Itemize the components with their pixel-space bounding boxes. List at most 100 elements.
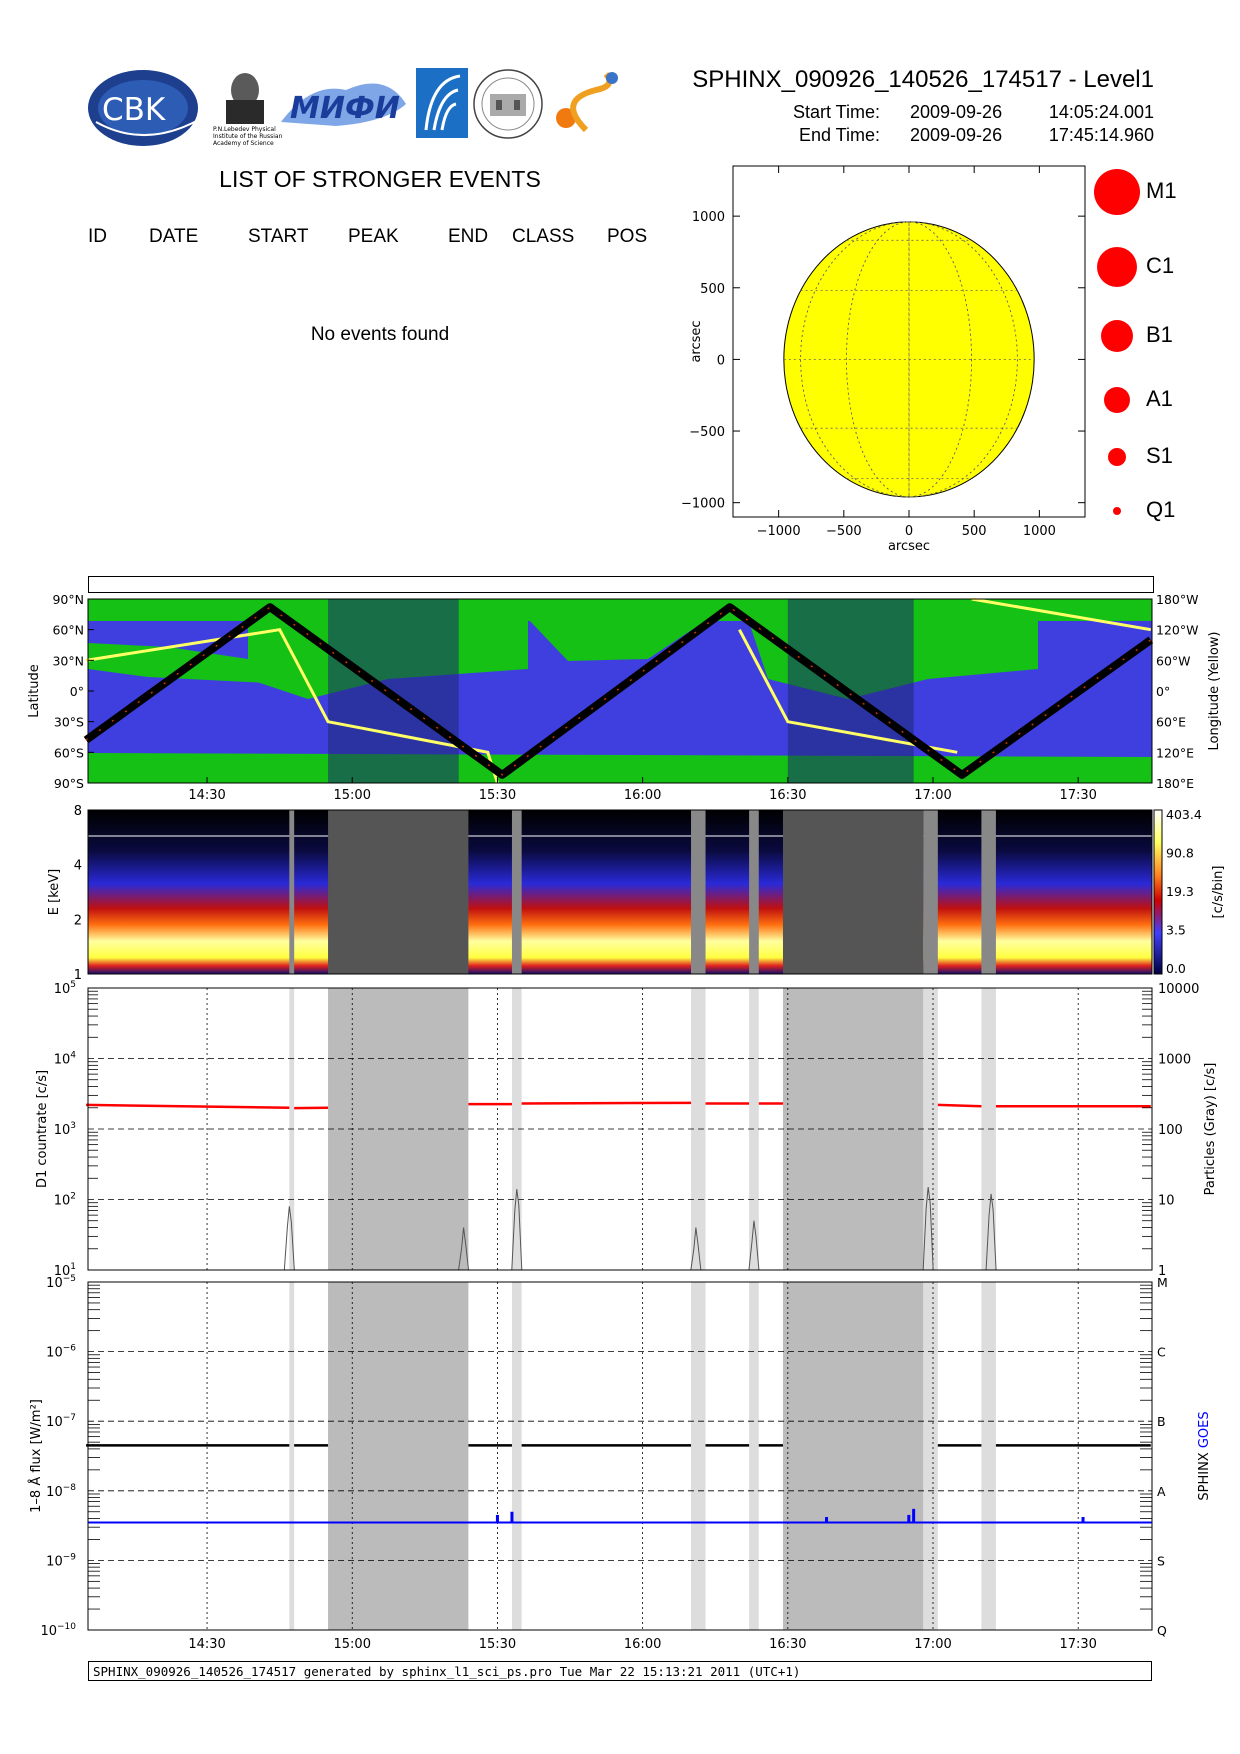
legend-dot <box>1108 448 1126 466</box>
orbit-ytick-label: 0° <box>70 684 84 699</box>
eclipse-interval <box>328 599 459 783</box>
orbit-ytick-label: 60°S <box>54 745 84 760</box>
flux-xtick-label: 15:00 <box>334 1637 371 1652</box>
end-clock: 17:45:14.960 <box>1048 125 1154 145</box>
particle-peak <box>985 1193 997 1271</box>
flux-ytick-label: 10−10 <box>40 1622 76 1639</box>
cbk-logo: CBK PAN <box>88 70 208 146</box>
disk-grid-longitude <box>800 221 1018 498</box>
end-date: 2009-09-26 <box>910 125 1003 145</box>
particle-peak <box>748 1220 760 1271</box>
flux-xtick-label: 14:30 <box>188 1637 225 1652</box>
orbit-ytick-right-label: 120°E <box>1156 745 1194 760</box>
flux-gap <box>511 1282 522 1630</box>
countrate-ytick-right-label: 100 <box>1158 1123 1183 1138</box>
spectrogram-ytick-label: 4 <box>74 859 82 874</box>
flux-goes-spike <box>912 1508 916 1523</box>
orbit-xtick-label: 17:00 <box>914 788 951 803</box>
disk-xtick-label: 1000 <box>1023 524 1056 539</box>
flux-class-label: B <box>1157 1414 1166 1429</box>
disk-ytick-label: 0 <box>717 353 725 368</box>
lab-logo <box>416 68 468 138</box>
countrate-frame <box>87 987 1153 1271</box>
flux-goes-spike <box>495 1514 499 1523</box>
disk-ytick-label: −500 <box>689 425 725 440</box>
start-clock: 14:05:24.001 <box>1048 102 1154 122</box>
cbk-logo-text: CBK <box>102 92 166 128</box>
flux-xtick-label: 17:30 <box>1059 1637 1096 1652</box>
events-title: LIST OF STRONGER EVENTS <box>219 166 541 192</box>
particle-peak <box>283 1206 295 1271</box>
particle-zone-south <box>88 763 1152 783</box>
orbit-ytick-label: 90°N <box>52 592 84 607</box>
flux-goes-spike <box>510 1511 514 1523</box>
orbit-ytick-right-label: 180°E <box>1156 776 1194 791</box>
flux-class-label: A <box>1157 1484 1166 1499</box>
disk-grid-longitude <box>846 221 972 498</box>
end-time-row: End Time: 2009-09-26 17:45:14.960 <box>700 125 1154 147</box>
countrate-ytick-label: 105 <box>54 980 76 997</box>
orbit-ylabel: Latitude <box>27 664 42 718</box>
solar-disk-chart: −1000 −500 0 500 1000 −1000 −500 0 500 1000 arcsec… <box>681 165 1086 554</box>
spectrogram-chart: 1 2 4 8 E [keV] 403.4 90.8 19.3 3.5 0.0 [c/s/bin] <box>47 804 1226 983</box>
colorbar-tick-label: 90.8 <box>1166 846 1194 861</box>
countrate-ytick-right-label: 10 <box>1158 1194 1175 1209</box>
legend-label: S1 <box>1146 443 1173 468</box>
flux-class-label: M <box>1157 1275 1168 1290</box>
orbit-ytick-label: 60°N <box>52 623 84 638</box>
orbit-xtick-label: 16:00 <box>624 788 661 803</box>
flux-class-label: Q <box>1157 1623 1167 1638</box>
legend-dot <box>1094 169 1140 215</box>
end-time-label: End Time: <box>798 125 880 145</box>
flux-gap <box>981 1282 996 1630</box>
flux-ytick-label: 10−5 <box>46 1274 76 1291</box>
spectrogram-gap <box>289 810 295 974</box>
latitude-track-dose <box>85 606 1152 776</box>
flux-goes-spike <box>1081 1517 1085 1523</box>
disk-ytick-label: 1000 <box>692 210 725 225</box>
spectrogram-field <box>88 810 1152 974</box>
spectrogram-ytick-label: 2 <box>74 913 82 928</box>
lebedev-caption-1: P.N.Lebedev Physical <box>213 126 276 133</box>
orbit-ytick-label: 30°N <box>52 653 84 668</box>
observatory-logo <box>473 69 543 139</box>
disk-xtick-label: −1000 <box>757 524 801 539</box>
spectrogram-ytick-label: 1 <box>74 968 82 983</box>
orbit-ytick-right-label: 60°E <box>1156 715 1186 730</box>
flux-ytick-label: 10−6 <box>46 1344 76 1361</box>
flux-xtick-label: 17:00 <box>914 1637 951 1652</box>
legend-dot <box>1101 320 1133 352</box>
countrate-ylabel: D1 countrate [c/s] <box>35 1070 50 1188</box>
start-time-row: Start Time: 2009-09-26 14:05:24.001 <box>700 102 1154 124</box>
disk-ylabel: arcsec <box>689 320 704 362</box>
spectrogram-gap <box>782 810 924 974</box>
colorbar-tick-label: 19.3 <box>1166 884 1194 899</box>
disk-ytick-label: 500 <box>700 282 725 297</box>
flux-gap <box>923 1282 938 1630</box>
logo-strip: CBK PAN P.N.Lebedev Physical Institute o… <box>88 68 618 147</box>
flux-xtick-label: 16:00 <box>624 1637 661 1652</box>
colorbar-label: [c/s/bin] <box>1211 866 1226 919</box>
legend-label: M1 <box>1146 178 1177 203</box>
orbit-xtick-label: 17:30 <box>1059 788 1096 803</box>
disk-ytick-label: −1000 <box>681 497 725 512</box>
legend-label: Q1 <box>1146 497 1176 522</box>
flux-ytick-label: 10−8 <box>46 1483 76 1500</box>
orbit-ytick-right-label: 0° <box>1156 684 1170 699</box>
countrate-ytick-right-label: 10000 <box>1158 982 1199 997</box>
orbit-xtick-label: 16:30 <box>769 788 806 803</box>
mifi-logo-text: МИФИ <box>290 91 400 126</box>
legend-label: A1 <box>1146 386 1173 411</box>
events-col-start: START <box>248 226 309 247</box>
spectrogram-gap <box>981 810 996 974</box>
spectrogram-gap <box>749 810 759 974</box>
flux-gap <box>749 1282 759 1630</box>
legend-label: B1 <box>1146 322 1173 347</box>
events-col-peak: PEAK <box>348 226 399 247</box>
colorbar-tick-label: 0.0 <box>1166 961 1186 976</box>
flux-gap <box>782 1282 924 1630</box>
orbit-ytick-right-label: 120°W <box>1156 623 1198 638</box>
footer-text: SPHINX_090926_140526_174517 generated by… <box>88 1661 1152 1681</box>
flux-chart: 14:30 15:00 15:30 16:00 16:30 17:00 17:30 10−10… <box>28 1274 1212 1652</box>
